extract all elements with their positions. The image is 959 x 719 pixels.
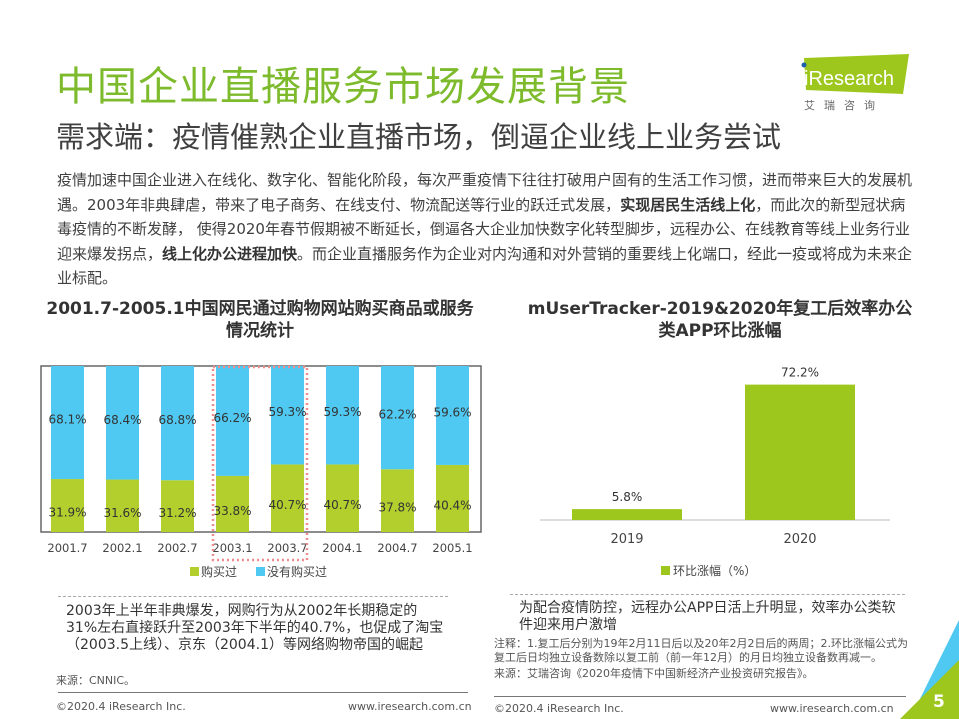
x-tick-label: 2003.1 xyxy=(212,541,252,555)
data-label: 72.2% xyxy=(781,366,819,380)
bar-not-bought xyxy=(271,366,304,465)
bar-not-bought xyxy=(216,366,249,476)
data-label: 40.4% xyxy=(433,498,471,512)
legend-swatch xyxy=(190,567,199,576)
divider xyxy=(510,594,905,595)
x-tick-label: 2002.7 xyxy=(157,541,197,555)
svg-text:iResearch: iResearch xyxy=(804,68,894,90)
footer-copyright: ©2020.4 iResearch Inc. xyxy=(494,702,624,715)
data-label: 40.7% xyxy=(323,498,361,512)
highlight-box xyxy=(211,365,309,562)
x-tick-label: 2004.1 xyxy=(322,541,362,555)
left-note: 2003年上半年非典爆发，网购行为从2002年长期稳定的31%左右直接跃升至20… xyxy=(66,603,444,653)
iresearch-logo: iResearch 艾瑞咨询 xyxy=(792,52,912,112)
x-tick-label: 2001.7 xyxy=(47,541,87,555)
x-tick-label: 2019 xyxy=(610,532,643,547)
right-source: 来源：艾瑞咨询《2020年疫情下中国新经济产业投资研究报告》。 xyxy=(494,667,814,680)
legend-label: 环比涨幅（%） xyxy=(673,563,756,578)
legend-swatch xyxy=(256,567,265,576)
data-label: 31.2% xyxy=(158,506,196,520)
x-tick-label: 2003.7 xyxy=(267,541,307,555)
data-label: 66.2% xyxy=(213,411,251,425)
bar-not-bought xyxy=(106,366,139,480)
legend-label: 购买过 xyxy=(201,564,237,579)
bar-not-bought xyxy=(436,366,469,465)
x-tick-label: 2004.7 xyxy=(377,541,417,555)
bar-bought xyxy=(271,464,304,532)
legend-label: 没有购买过 xyxy=(267,564,327,579)
plot-frame xyxy=(40,365,482,533)
x-tick-label: 2005.1 xyxy=(432,541,472,555)
right-chart-title: mUserTracker-2019&2020年复工后效率办公类APP环比涨幅 xyxy=(527,299,913,341)
left-stacked-bar-chart: 31.9% 68.1% 2001.7 31.6% 68.4% 2002.1 31.2% 68.… xyxy=(40,365,482,579)
bar-bought xyxy=(326,464,359,532)
bar-bought xyxy=(106,479,139,532)
page-number: 5 xyxy=(933,692,945,712)
footer-url: www.iresearch.com.cn xyxy=(348,700,472,713)
svg-text:艾瑞咨询: 艾瑞咨询 xyxy=(804,98,884,112)
data-label: 37.8% xyxy=(378,501,416,515)
footer-line xyxy=(494,696,906,697)
left-chart-title: 2001.7-2005.1中国网民通过购物网站购买商品或服务情况统计 xyxy=(46,299,474,341)
bar-not-bought xyxy=(51,366,84,480)
divider xyxy=(58,596,448,597)
right-note: 为配合疫情防控，远程办公APP日活上升明显，效率办公类软件迎来用户激增 xyxy=(519,600,896,633)
right-notes-column: 为配合疫情防控，远程办公APP日活上升明显，效率办公类软件迎来用户激增 注释：1… xyxy=(494,600,916,681)
bar-bought xyxy=(216,475,249,532)
data-label: 40.7% xyxy=(268,498,306,512)
intro-text: ，而此次的新型冠状病毒疫情的不断发酵， 使得2020年春节假期被不断延长，倒逼各… xyxy=(57,195,910,263)
bar-not-bought xyxy=(326,366,359,465)
data-label: 68.8% xyxy=(158,413,196,427)
data-label: 33.8% xyxy=(213,504,251,518)
data-label: 59.3% xyxy=(268,405,306,419)
bar-2019 xyxy=(572,509,682,520)
page-title: 中国企业直播服务市场发展背景 xyxy=(56,64,630,110)
data-label: 31.9% xyxy=(48,506,86,520)
data-label: 68.1% xyxy=(48,413,86,427)
corner-decoration xyxy=(900,620,959,719)
data-label: 59.3% xyxy=(323,405,361,419)
intro-text: 疫情加速中国企业进入在线化、数字化、智能化阶段，每次严重疫情下往往打破用户固有的… xyxy=(57,171,913,214)
footer-line xyxy=(58,692,468,693)
data-label: 62.2% xyxy=(378,408,416,422)
bar-bought xyxy=(51,479,84,532)
footer-copyright: ©2020.4 iResearch Inc. xyxy=(56,700,186,713)
x-tick-label: 2020 xyxy=(783,532,816,547)
bar-bought xyxy=(161,480,194,532)
logo-mark-icon: iResearch 艾瑞咨询 xyxy=(801,54,909,112)
page-subtitle: 需求端：疫情催熟企业直播市场，倒逼企业线上业务尝试 xyxy=(56,120,782,154)
intro-paragraph: 疫情加速中国企业进入在线化、数字化、智能化阶段，每次严重疫情下往往打破用户固有的… xyxy=(57,168,917,291)
data-label: 68.4% xyxy=(103,413,141,427)
right-bar-chart: 5.8% 2019 72.2% 2020 环比涨幅（%） xyxy=(540,366,890,578)
intro-highlight: 线上化办公进程加快 xyxy=(162,244,298,263)
footer-url: www.iresearch.com.cn xyxy=(770,702,894,715)
bar-2020 xyxy=(745,384,855,520)
data-label: 5.8% xyxy=(612,490,643,504)
legend-swatch xyxy=(661,566,670,575)
bar-bought xyxy=(436,464,469,532)
data-label: 59.6% xyxy=(433,405,471,419)
bar-bought xyxy=(381,469,414,532)
data-label: 31.6% xyxy=(103,506,141,520)
x-tick-label: 2002.1 xyxy=(102,541,142,555)
bar-not-bought xyxy=(161,366,194,481)
left-source: 来源：CNNIC。 xyxy=(56,674,136,687)
intro-highlight: 实现居民生活线上化 xyxy=(620,195,756,214)
right-footnote: 注释：1.复工后分别为19年2月11日后以及20年2月2日后的两周；2.环比涨幅… xyxy=(494,637,908,664)
bar-not-bought xyxy=(381,366,414,470)
intro-text: 。而企业直播服务作为企业对内沟通和对外营销的重要线上化端口，经此一疫或将成为未来… xyxy=(57,244,913,288)
